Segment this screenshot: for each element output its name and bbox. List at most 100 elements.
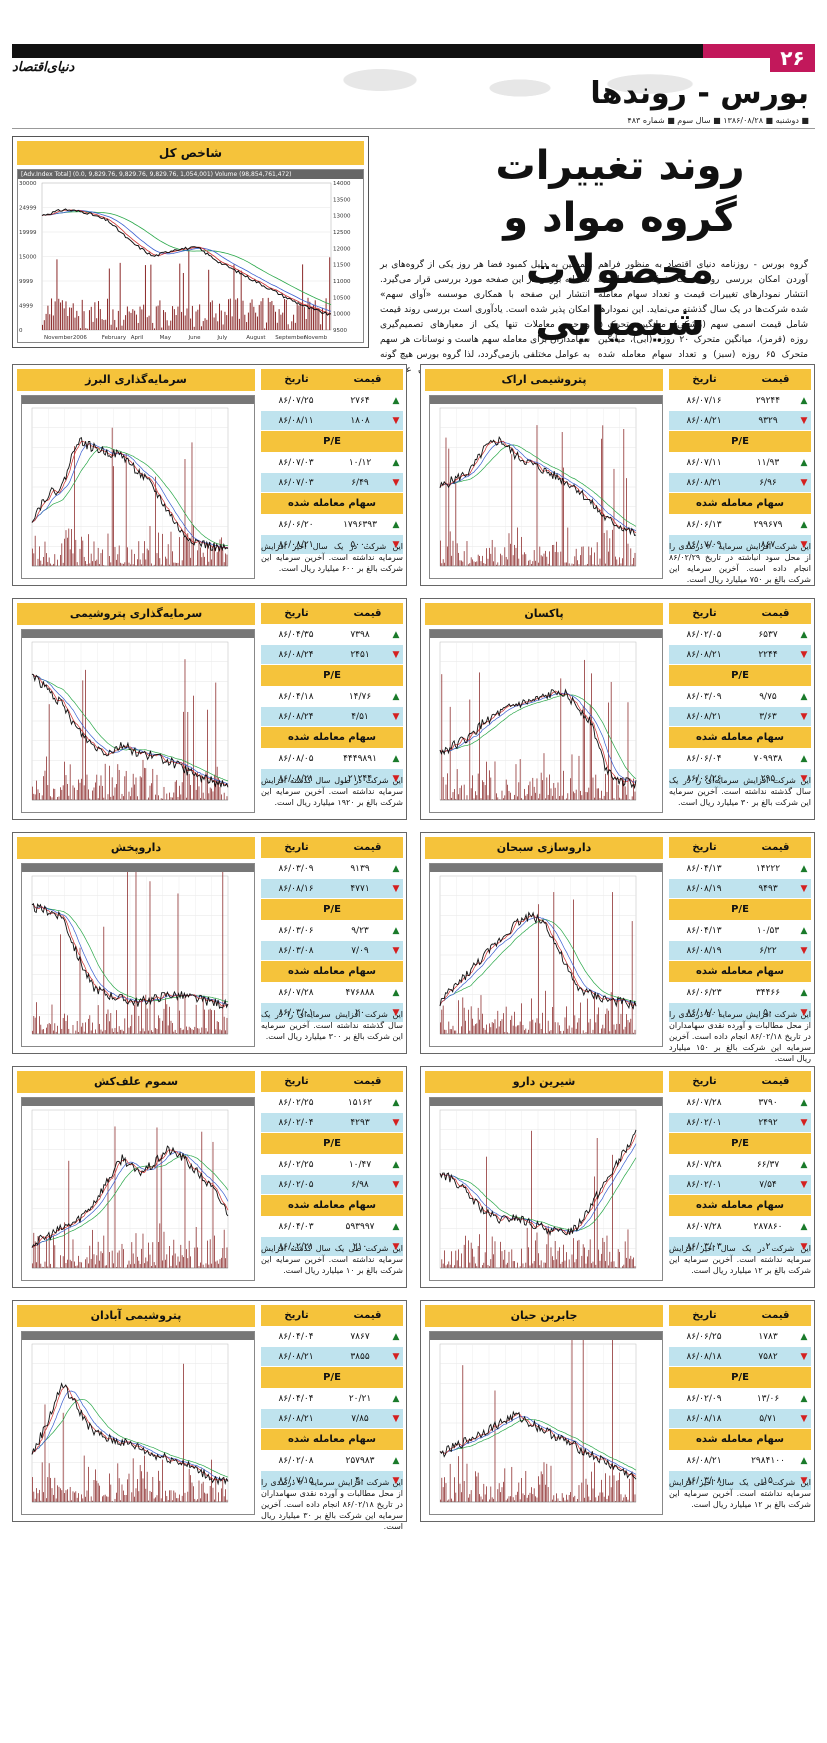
volume-bar [82, 1022, 84, 1034]
volume-bar [596, 542, 598, 566]
stat-date: ۸۶/۰۳/۰۸ [686, 1475, 722, 1486]
stat-date: ۸۶/۰۶/۱۳ [686, 519, 722, 530]
volume-bar [623, 1029, 625, 1034]
volume-bar [65, 1020, 67, 1034]
volume-bar [595, 1264, 597, 1268]
stat-row: ▼ ۲۱۰ ۸۶/۰۲/۲۱ [261, 1237, 403, 1256]
volume-bar [46, 1498, 47, 1502]
arrow-up-icon: ▲ [392, 457, 400, 468]
volume-bar [445, 784, 447, 800]
stat-value: ۲۹۸۴۱۰۰ [751, 1455, 785, 1466]
volume-bar [490, 1259, 492, 1268]
volume-bar [114, 1126, 116, 1268]
volume-bar [564, 1260, 566, 1268]
volume-bar [452, 1025, 454, 1034]
volume-bar [559, 1247, 560, 1268]
stat-value: ۲۹۲۴۴ [755, 395, 781, 406]
volume-bars [440, 1340, 636, 1502]
volume-bar [222, 549, 224, 566]
volume-bar [617, 996, 619, 1034]
volume-bar [193, 524, 194, 566]
headline-line1: روند تغییرات [495, 143, 745, 189]
volume-bar [151, 1492, 152, 1502]
volume-bar [511, 1249, 513, 1268]
volume-bar [204, 556, 205, 566]
volume-bar [582, 1244, 584, 1268]
index-volume-bar [325, 298, 327, 330]
volume-bar [48, 1463, 50, 1502]
card-title: پتروشیمی اراک [425, 369, 663, 391]
volume-bar [148, 1030, 149, 1034]
stat-value: ۷۰۹۹۳۸ [753, 753, 783, 764]
volume-bar [627, 543, 629, 566]
volume-bar [209, 1239, 211, 1268]
stat-value: ۱۵ [763, 1475, 773, 1486]
index-volume-bar [108, 268, 110, 330]
volume-bar [103, 926, 105, 1034]
volume-bar [552, 795, 553, 800]
volume-bar [612, 1340, 613, 1502]
volume-bar [62, 1412, 64, 1502]
volume-bar [440, 1499, 441, 1502]
volume-bar [90, 1030, 92, 1034]
volume-bar [518, 782, 520, 800]
volume-bar [132, 1458, 134, 1502]
volume-bar [547, 1487, 549, 1502]
volume-bar [60, 1255, 61, 1268]
stat-value: ۳۴۴۶۶ [755, 987, 781, 998]
pe-header: P/E [669, 899, 811, 920]
volume-bar [184, 996, 186, 1034]
volume-bar [131, 1492, 133, 1502]
volume-bar [172, 1255, 173, 1268]
volume-bar [585, 564, 587, 566]
volume-bar [149, 1254, 151, 1268]
volume-bar [225, 1030, 226, 1034]
volume-bar [200, 1498, 201, 1502]
volume-bar [514, 1500, 515, 1502]
stat-date: ۸۶/۰۶/۲۵ [686, 1331, 722, 1342]
volume-bar [50, 1477, 51, 1502]
volume-bar [633, 778, 634, 800]
volume-bar [448, 448, 450, 566]
volume-bar [53, 1235, 54, 1268]
volume-bar [455, 798, 457, 800]
volume-bar [594, 1176, 595, 1268]
volume-bar [528, 560, 529, 566]
volume-bar [32, 1263, 33, 1268]
pe-header: P/E [261, 665, 403, 686]
volume-bar [170, 1490, 172, 1502]
volume-bar [511, 1466, 513, 1502]
volume-bar [48, 704, 50, 800]
volume-bar [542, 1012, 543, 1034]
stat-date: ۸۶/۰۷/۲۵ [278, 395, 314, 406]
volume-bar [606, 791, 608, 800]
volume-bar [454, 789, 455, 800]
card-chart-plot [31, 407, 229, 567]
volume-bar [547, 1020, 549, 1034]
volume-bar [145, 994, 147, 1034]
volume-bar [484, 785, 486, 800]
price-line [31, 902, 229, 1010]
volume-bar [518, 1482, 520, 1502]
stat-row: ▼ ۵۰۰۰ ۸۶/۰۸/۲۱ [261, 535, 403, 554]
volume-bar [202, 1481, 204, 1502]
volume-bar [208, 1009, 210, 1034]
arrow-up-icon: ▲ [800, 753, 808, 764]
volume-bar [571, 754, 573, 800]
volume-bar [535, 792, 536, 800]
volume-bar [531, 1487, 532, 1502]
volume-bar [88, 534, 89, 566]
volume-bar [36, 1262, 37, 1268]
index-x-tick: Novemb [304, 335, 327, 341]
stat-date: ۸۶/۰۴/۱۳ [686, 863, 722, 874]
volume-bar [139, 1465, 141, 1502]
arrow-up-icon: ▲ [800, 519, 808, 530]
stock-card-petro-invest: سرمایه‌گذاری پتروشیمی قیمت تاریخ ▲ ۷۳۹۸ ۸۶/… [12, 598, 407, 820]
volume-bar [476, 1476, 478, 1502]
volume-bar [141, 1471, 142, 1502]
stat-date: ۸۶/۰۸/۰۵ [278, 753, 314, 764]
index-volume-bar [231, 316, 233, 330]
stat-date: ۸۶/۰۷/۲۸ [686, 1159, 722, 1170]
volume-bar [552, 1006, 553, 1034]
volume-bar [134, 1004, 135, 1034]
